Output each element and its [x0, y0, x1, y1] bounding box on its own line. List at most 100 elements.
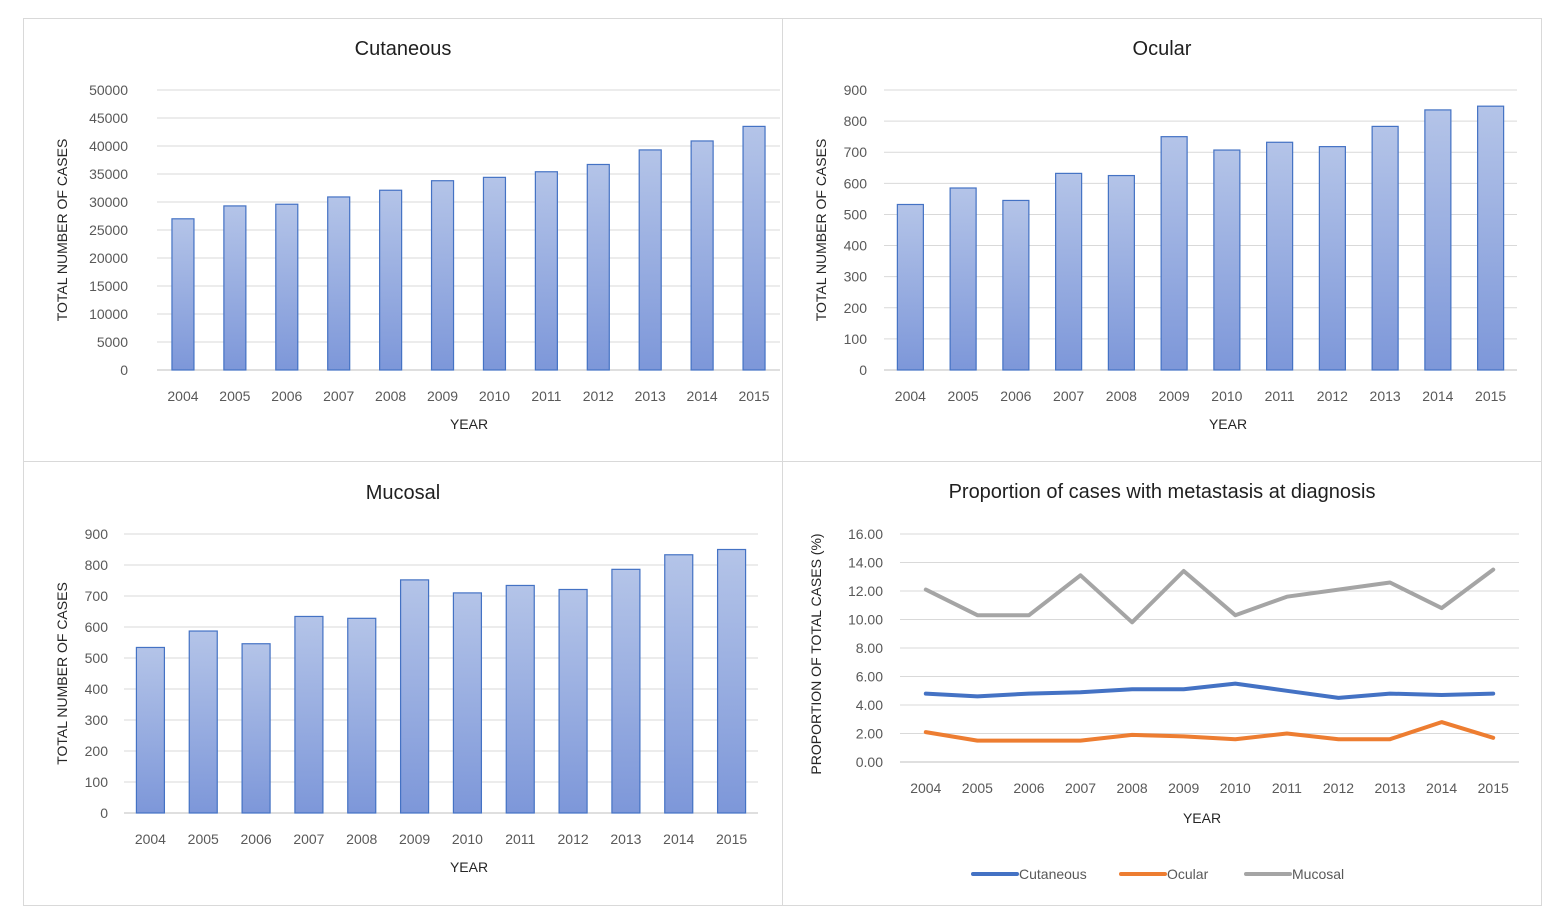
mucosal-x-tick-label: 2013: [610, 831, 641, 847]
mucosal-bar: [399, 579, 430, 814]
ocular-y-tick-label: 100: [844, 331, 868, 347]
mucosal-x-tick-label: 2009: [399, 831, 430, 847]
ocular-bar: [1371, 125, 1399, 371]
ocular-x-tick-label: 2010: [1211, 388, 1242, 404]
cutaneous-y-tick-label: 20000: [89, 250, 128, 266]
cutaneous-y-tick-label: 50000: [89, 82, 128, 98]
metastasis-x-axis-title: YEAR: [1183, 810, 1221, 826]
ocular-chart-panel: Ocular 0 100 200 300 400 500 600 700 800 900 2004 20…: [782, 18, 1542, 462]
metastasis-y-tick-label: 6.00: [856, 669, 883, 685]
cutaneous-bar-chart: Cutaneous 0 5000 10000 15000 20000 25000 30000 3…: [54, 38, 780, 432]
cutaneous-bar: [742, 125, 766, 371]
metastasis-x-tick-label: 2014: [1426, 780, 1457, 796]
mucosal-x-axis-title: YEAR: [450, 859, 488, 875]
cutaneous-bar: [690, 140, 714, 371]
mucosal-x-tick-label: 2006: [241, 831, 272, 847]
cutaneous-bar: [275, 203, 299, 371]
ocular-y-tick-label: 200: [844, 300, 868, 316]
cutaneous-x-tick-label: 2006: [271, 388, 302, 404]
ocular-x-tick-label: 2013: [1370, 388, 1401, 404]
cutaneous-legend-label: Cutaneous: [1019, 866, 1087, 882]
cutaneous-y-tick-label: 40000: [89, 138, 128, 154]
ocular-bar: [1266, 141, 1294, 371]
cutaneous-x-tick-label: 2011: [531, 388, 561, 404]
cutaneous-x-tick-label: 2015: [738, 388, 769, 404]
cutaneous-bar: [430, 180, 455, 371]
cutaneous-y-tick-label: 35000: [89, 166, 128, 182]
ocular-bar: [1318, 146, 1346, 371]
ocular-x-tick-label: 2007: [1053, 388, 1084, 404]
cutaneous-y-tick-label: 15000: [89, 278, 128, 294]
cutaneous-bar: [586, 163, 610, 371]
metastasis-x-tick-label: 2004: [910, 780, 941, 796]
mucosal-y-tick-label: 100: [85, 774, 109, 790]
mucosal-y-tick-label: 0: [100, 805, 108, 821]
ocular-bar: [1160, 136, 1188, 371]
cutaneous-bar: [223, 205, 247, 371]
mucosal-y-axis-title: TOTAL NUMBER OF CASES: [54, 582, 70, 765]
ocular-chart-title: Ocular: [1133, 38, 1192, 60]
ocular-x-tick-label: 2012: [1317, 388, 1348, 404]
cutaneous-y-tick-label: 45000: [89, 110, 128, 126]
cutaneous-x-tick-label: 2010: [479, 388, 510, 404]
ocular-x-tick-label: 2009: [1159, 388, 1190, 404]
cutaneous-x-axis-title: YEAR: [450, 416, 488, 432]
metastasis-x-tick-label: 2007: [1065, 780, 1096, 796]
metastasis-y-tick-label: 16.00: [848, 526, 883, 542]
metastasis-x-tick-label: 2011: [1272, 780, 1302, 796]
ocular-y-tick-label: 600: [844, 175, 868, 191]
mucosal-bar: [294, 615, 324, 814]
cutaneous-x-tick-label: 2004: [167, 388, 198, 404]
cutaneous-x-tick-label: 2005: [219, 388, 250, 404]
ocular-x-tick-label: 2006: [1000, 388, 1031, 404]
cutaneous-bar: [638, 149, 662, 371]
mucosal-y-tick-label: 400: [85, 681, 109, 697]
ocular-bar: [949, 187, 977, 371]
mucosal-bar-chart: Mucosal 0 100 200 300 400 500 600 700 800 900 2004 2…: [54, 482, 758, 875]
ocular-y-tick-label: 400: [844, 238, 868, 254]
cutaneous-y-tick-label: 25000: [89, 222, 128, 238]
cutaneous-bar: [482, 176, 507, 371]
cutaneous-x-tick-label: 2012: [583, 388, 614, 404]
mucosal-y-tick-label: 500: [85, 650, 109, 666]
ocular-x-tick-label: 2015: [1475, 388, 1506, 404]
metastasis-y-tick-label: 8.00: [856, 640, 883, 656]
ocular-bar: [1477, 105, 1505, 371]
metastasis-chart-title: Proportion of cases with metastasis at d…: [949, 481, 1376, 503]
ocular-bar: [1213, 149, 1241, 371]
ocular-bar: [1107, 174, 1135, 371]
cutaneous-x-tick-label: 2007: [323, 388, 354, 404]
metastasis-x-tick-label: 2015: [1478, 780, 1509, 796]
ocular-y-tick-label: 700: [844, 144, 868, 160]
mucosal-bar: [664, 554, 694, 814]
ocular-x-tick-label: 2011: [1265, 388, 1295, 404]
mucosal-x-tick-label: 2008: [346, 831, 377, 847]
mucosal-chart-title: Mucosal: [366, 482, 440, 504]
cutaneous-chart-title: Cutaneous: [355, 38, 452, 60]
mucosal-x-tick-label: 2011: [505, 831, 535, 847]
cutaneous-series-line: [923, 681, 1496, 700]
mucosal-y-tick-label: 600: [85, 619, 109, 635]
cutaneous-bar: [327, 196, 351, 371]
metastasis-y-tick-label: 2.00: [856, 726, 883, 742]
cutaneous-x-tick-label: 2008: [375, 388, 406, 404]
ocular-legend-label: Ocular: [1167, 866, 1209, 882]
mucosal-bar: [558, 588, 588, 814]
ocular-y-axis-title: TOTAL NUMBER OF CASES: [813, 139, 829, 322]
ocular-y-tick-label: 500: [844, 206, 868, 222]
mucosal-x-tick-label: 2012: [558, 831, 589, 847]
mucosal-bar: [135, 646, 166, 814]
mucosal-y-tick-label: 300: [85, 712, 109, 728]
ocular-bar: [1424, 109, 1452, 371]
metastasis-x-tick-label: 2005: [962, 780, 993, 796]
cutaneous-y-tick-label: 30000: [89, 194, 128, 210]
mucosal-bar: [347, 617, 377, 814]
cutaneous-y-axis-title: TOTAL NUMBER OF CASES: [54, 139, 70, 322]
mucosal-y-tick-label: 800: [85, 557, 109, 573]
metastasis-y-tick-label: 12.00: [848, 583, 883, 599]
ocular-x-axis-title: YEAR: [1209, 416, 1247, 432]
mucosal-series-line: [923, 567, 1496, 625]
metastasis-x-tick-label: 2009: [1168, 780, 1199, 796]
metastasis-y-tick-label: 10.00: [848, 612, 883, 628]
